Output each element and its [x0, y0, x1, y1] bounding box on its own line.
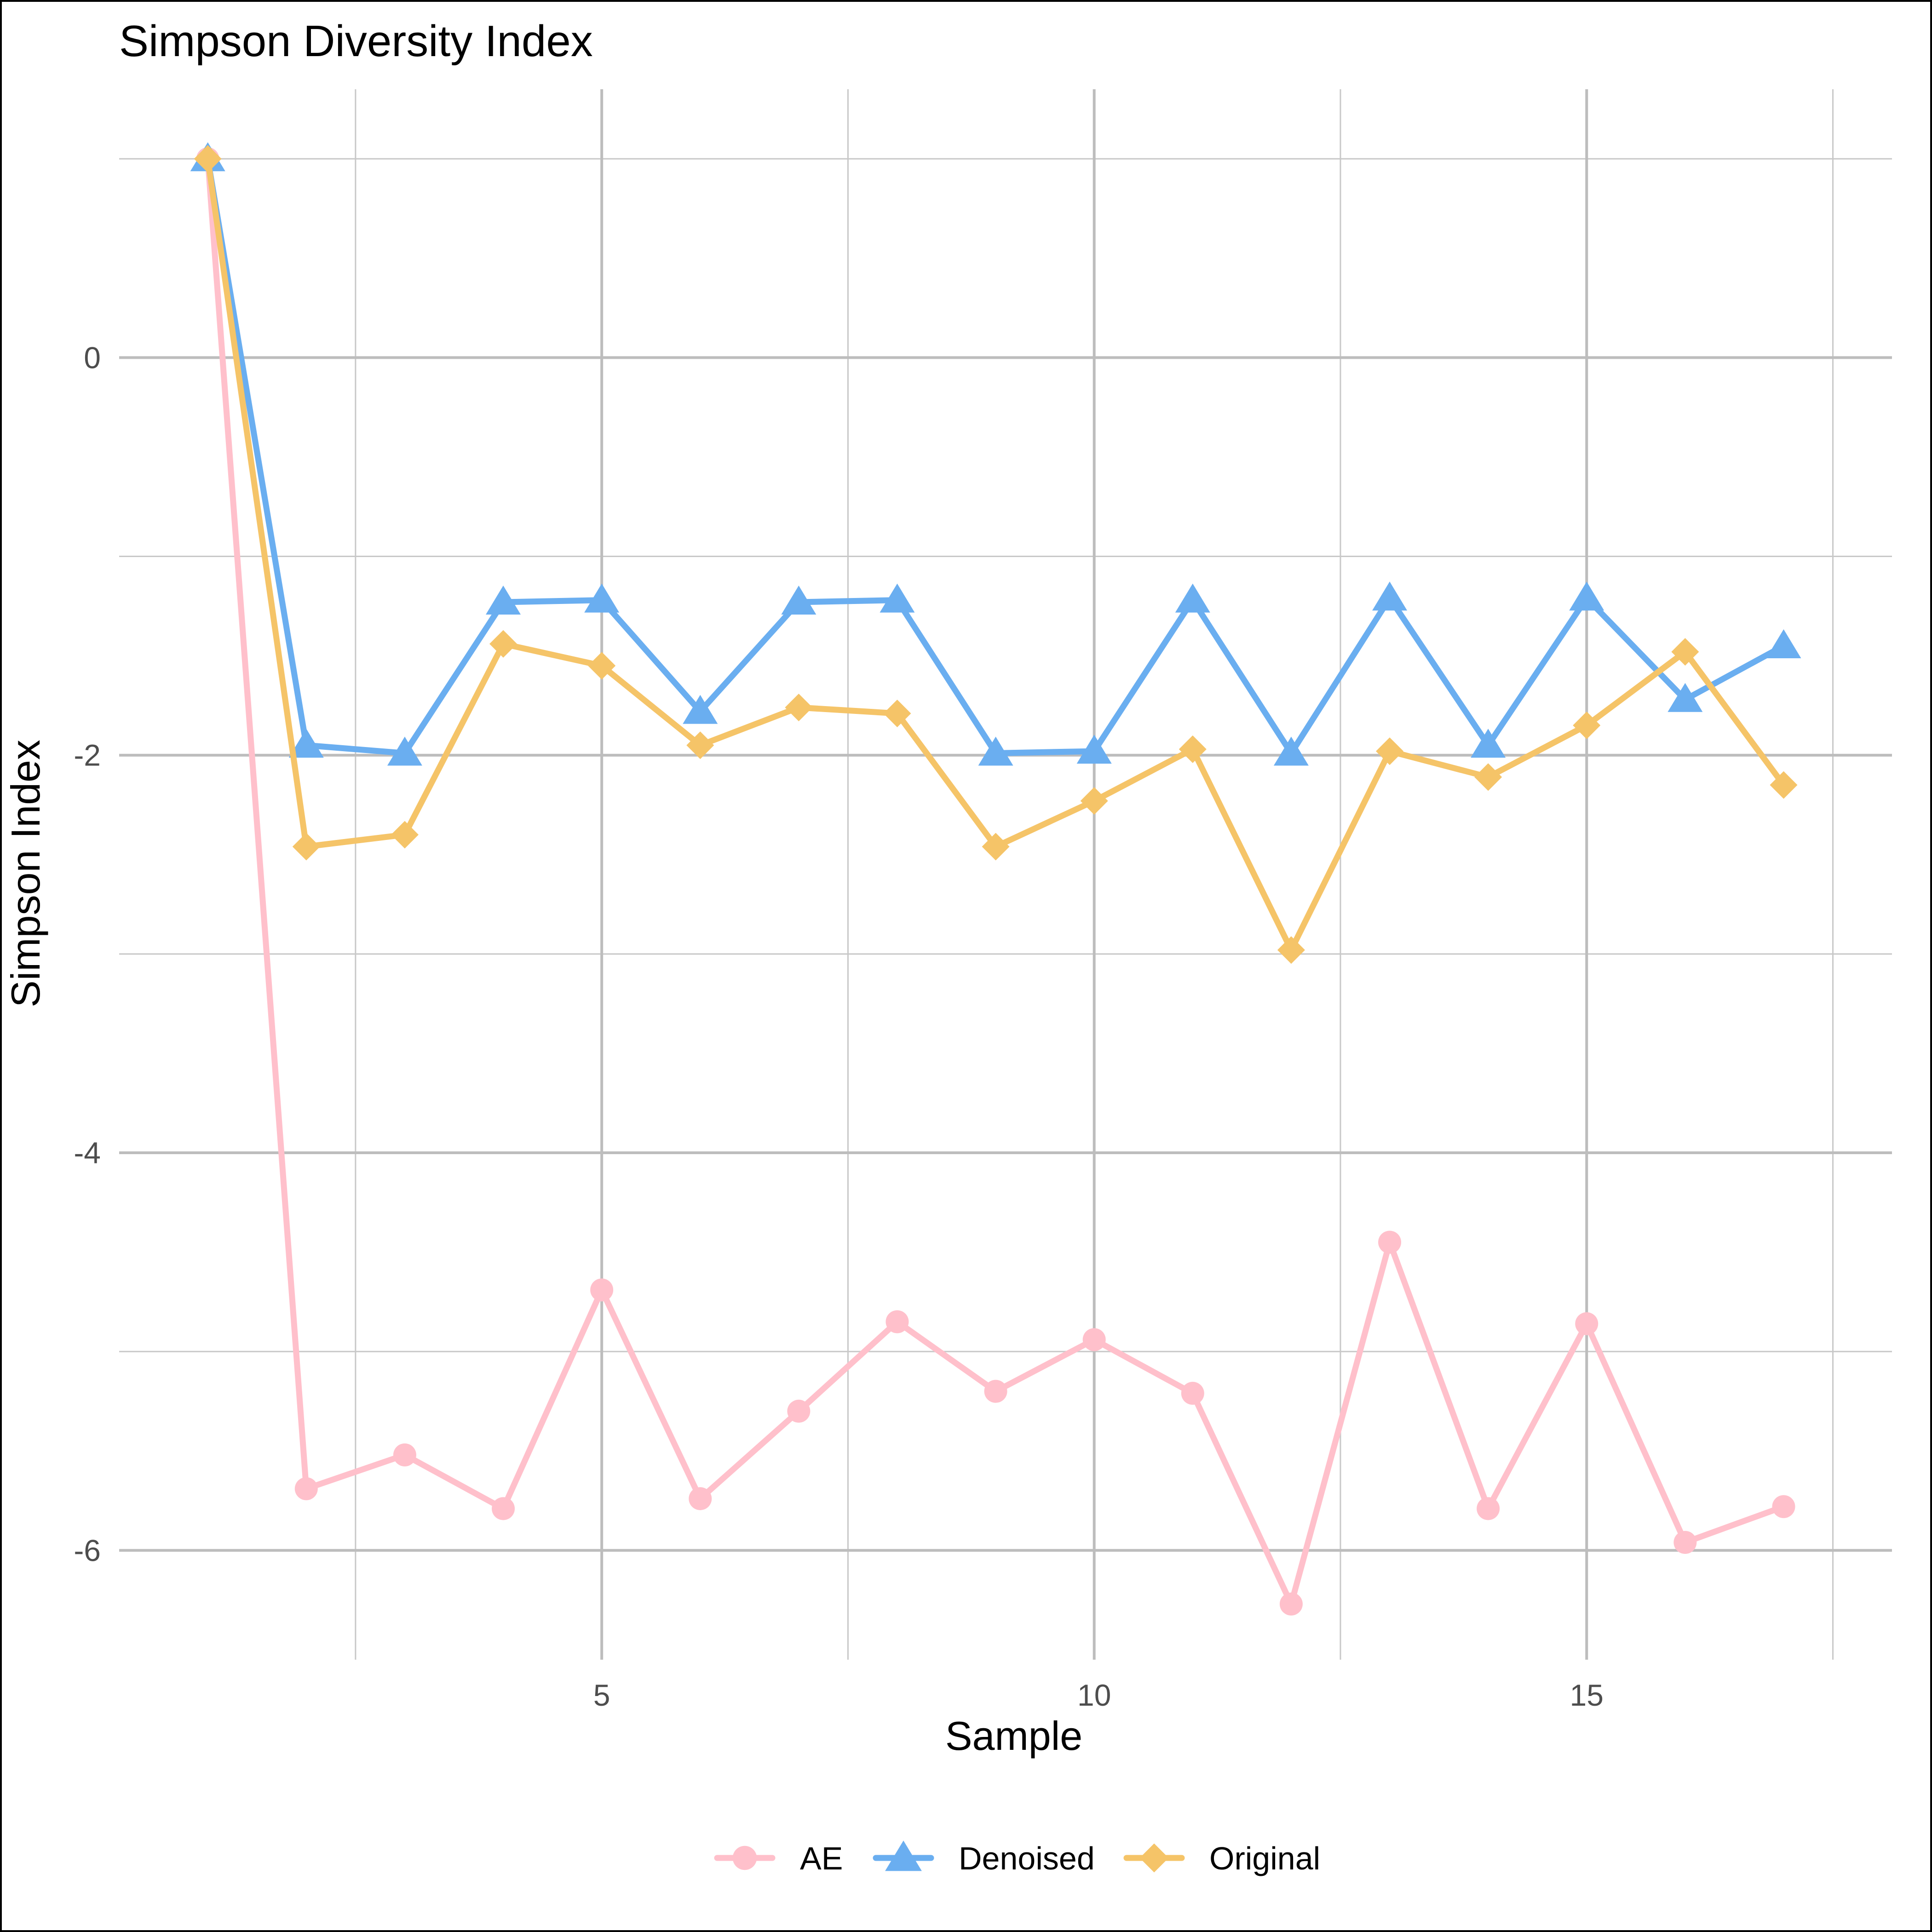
series-line-denoised — [205, 155, 1787, 756]
data-point-ae — [1279, 1592, 1303, 1616]
data-series — [190, 142, 1801, 1616]
data-point-denoised — [584, 583, 620, 613]
x-tick-label: 5 — [593, 1678, 610, 1712]
data-point-original — [588, 652, 616, 680]
y-axis-title: Simpson Index — [3, 740, 48, 1007]
data-point-original — [1179, 735, 1207, 763]
data-point-denoised — [1175, 583, 1210, 613]
data-point-ae — [1575, 1312, 1598, 1335]
data-point-denoised — [1372, 581, 1408, 611]
data-point-original — [1474, 763, 1502, 791]
legend-item-original: Original — [1123, 1840, 1320, 1876]
x-tick-label: 10 — [1077, 1678, 1111, 1712]
data-point-original — [1277, 936, 1305, 964]
legend-marker-original — [1139, 1843, 1169, 1873]
data-point-ae — [886, 1310, 909, 1334]
data-point-original — [1770, 771, 1798, 799]
data-point-denoised — [1471, 729, 1506, 758]
data-point-denoised — [1668, 683, 1703, 712]
data-point-original — [292, 833, 320, 861]
data-point-denoised — [978, 736, 1013, 766]
data-point-ae — [590, 1278, 614, 1302]
y-tick-label: -6 — [74, 1533, 101, 1567]
data-point-ae — [689, 1487, 712, 1510]
data-point-denoised — [683, 695, 718, 724]
data-point-original — [489, 630, 518, 658]
data-point-ae — [984, 1380, 1007, 1403]
data-point-original — [883, 699, 911, 727]
legend-marker-denoised — [885, 1840, 922, 1871]
series-ae — [196, 147, 1795, 1616]
series-denoised — [190, 142, 1801, 766]
data-point-ae — [492, 1497, 515, 1520]
data-point-denoised — [486, 585, 521, 615]
data-point-denoised — [288, 729, 324, 758]
data-point-ae — [787, 1399, 811, 1423]
data-point-original — [1080, 787, 1108, 815]
data-point-ae — [1477, 1497, 1500, 1520]
data-point-ae — [294, 1477, 318, 1501]
data-point-original — [194, 145, 222, 173]
data-point-ae — [1378, 1230, 1402, 1254]
data-point-original — [1671, 638, 1699, 666]
data-point-denoised — [1273, 736, 1309, 766]
series-line-original — [205, 155, 1787, 953]
y-tick-label: 0 — [84, 340, 101, 374]
data-point-denoised — [1569, 581, 1604, 611]
data-point-original — [1376, 737, 1404, 765]
legend-marker-ae — [732, 1846, 757, 1870]
data-point-denoised — [387, 736, 422, 766]
data-point-ae — [1181, 1381, 1204, 1405]
data-point-ae — [1082, 1328, 1106, 1351]
y-tick-label: -4 — [74, 1136, 101, 1170]
legend-label-ae: AE — [800, 1840, 843, 1876]
data-point-original — [982, 833, 1010, 861]
data-point-original — [686, 731, 714, 759]
data-point-ae — [393, 1443, 416, 1466]
y-tick-label: -2 — [74, 738, 101, 772]
series-original — [194, 145, 1798, 964]
data-point-denoised — [1766, 629, 1801, 659]
legend-item-ae: AE — [714, 1840, 843, 1876]
grid-lines — [119, 89, 1892, 1660]
chart-title: Simpson Diversity Index — [119, 17, 593, 66]
legend-item-denoised: Denoised — [873, 1840, 1095, 1876]
data-point-denoised — [1076, 735, 1112, 764]
x-tick-label: 15 — [1570, 1678, 1604, 1712]
legend-label-original: Original — [1209, 1840, 1320, 1876]
x-axis-title: Sample — [945, 1713, 1082, 1759]
data-point-original — [1573, 711, 1601, 739]
data-point-original — [391, 821, 419, 849]
data-point-denoised — [880, 583, 915, 613]
legend: AE Denoised Original — [714, 1840, 1320, 1876]
data-point-ae — [1772, 1495, 1795, 1518]
data-point-denoised — [781, 585, 816, 615]
data-point-original — [785, 693, 813, 721]
legend-label-denoised: Denoised — [959, 1840, 1095, 1876]
axis-labels: -6 -4 -2 0 5 10 15 — [74, 340, 1604, 1712]
data-point-ae — [1673, 1531, 1697, 1554]
